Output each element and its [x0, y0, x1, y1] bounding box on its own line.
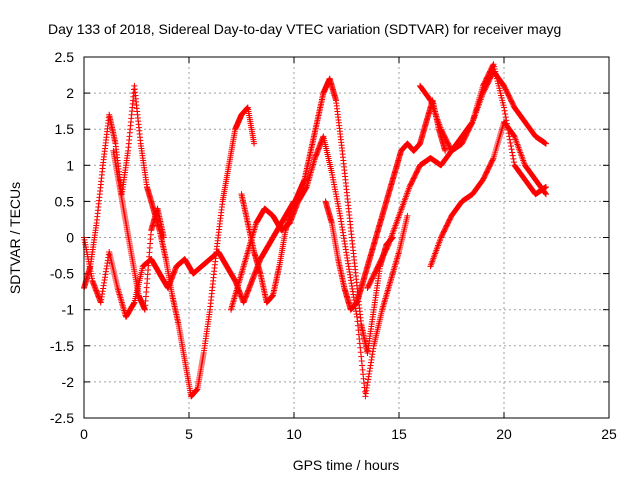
- y-tick-labels: -2.5 -2 -1.5 -1 -0.5 0 0.5 1 1.5 2 2.5: [50, 49, 74, 426]
- x-tick-labels: 0 5 10 15 20 25: [80, 426, 617, 442]
- y-tick-label: 2: [66, 85, 74, 101]
- data-point-marker: [510, 155, 517, 162]
- data-point-marker: [503, 120, 510, 127]
- data-point-marker: [508, 146, 515, 153]
- y-tick-label: 0.5: [55, 193, 75, 209]
- data-point-marker: [251, 140, 258, 147]
- data-point-marker: [160, 234, 167, 241]
- y-tick-label: -0.5: [50, 266, 74, 282]
- data-point-marker: [502, 114, 509, 121]
- y-tick-label: -2.5: [50, 410, 74, 426]
- data-point-marker: [508, 143, 514, 150]
- data-point-marker: [510, 159, 517, 166]
- y-tick-label: -1.5: [50, 338, 74, 354]
- data-point-marker: [543, 183, 549, 190]
- data-point-marker: [503, 117, 510, 124]
- x-tick-label: 15: [391, 426, 407, 442]
- series-sat-f: [322, 97, 449, 313]
- y-tick-label: -1: [62, 302, 75, 318]
- x-tick-label: 25: [601, 426, 617, 442]
- data-point-marker: [543, 140, 549, 147]
- x-axis-label: GPS time / hours: [293, 457, 400, 473]
- data-point-marker: [502, 110, 509, 117]
- data-point-marker: [507, 139, 514, 146]
- data-point-marker: [542, 190, 549, 197]
- data-point-marker: [489, 156, 496, 163]
- data-point-marker: [505, 127, 512, 134]
- data-point-marker: [505, 130, 512, 137]
- x-tick-label: 20: [496, 426, 512, 442]
- x-tick-label: 10: [286, 426, 302, 442]
- data-point-marker: [501, 104, 507, 111]
- y-tick-label: 0: [66, 230, 74, 246]
- data-point-marker: [404, 212, 411, 219]
- data-point-marker: [543, 191, 549, 198]
- series-sat-h: [427, 118, 549, 270]
- data-point-marker: [506, 136, 513, 143]
- series-sat-i: [417, 61, 549, 198]
- data-point-marker: [384, 242, 391, 249]
- series-sat-e: [228, 133, 411, 400]
- y-tick-label: 1: [66, 157, 74, 173]
- data-point-marker: [506, 133, 513, 140]
- x-tick-label: 0: [80, 426, 88, 442]
- series-sat-c: [110, 147, 167, 313]
- data-point-marker: [509, 152, 516, 159]
- y-axis-label: SDTVAR / TECUs: [7, 182, 23, 294]
- data-point-marker: [468, 120, 475, 127]
- plot-frame: [83, 56, 610, 419]
- data-point-marker: [501, 107, 508, 114]
- y-tick-label: 1.5: [55, 121, 75, 137]
- x-tick-label: 5: [185, 426, 193, 442]
- data-point-marker: [442, 147, 449, 154]
- series-sat-b: [81, 198, 297, 320]
- y-tick-label: -2: [62, 374, 75, 390]
- data-point-marker: [509, 149, 516, 156]
- series-sat-a: [81, 82, 258, 400]
- chart-title: Day 133 of 2018, Sidereal Day-to-day VTE…: [48, 21, 561, 37]
- y-tick-label: 2.5: [55, 49, 75, 65]
- data-point-marker: [504, 123, 511, 130]
- data-points: [81, 61, 549, 400]
- data-point-marker: [489, 62, 496, 69]
